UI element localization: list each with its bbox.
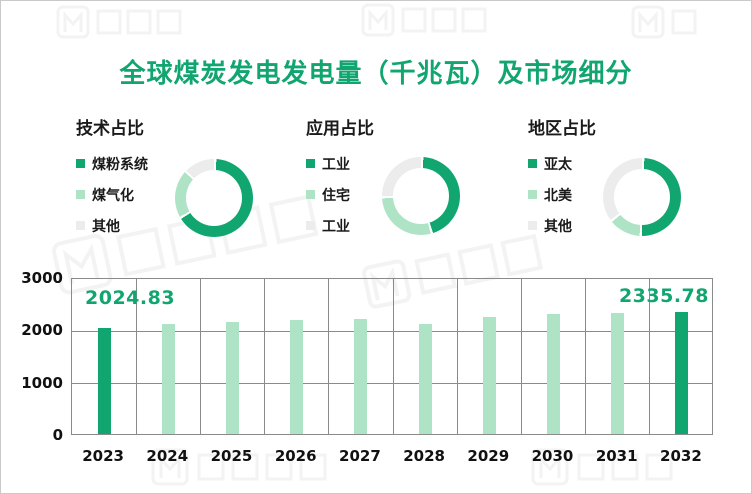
legend-swatch-icon bbox=[76, 221, 85, 230]
gridline-vertical bbox=[264, 279, 266, 434]
donut-legend-technology: 煤粉系统 煤气化 其他 bbox=[76, 155, 226, 235]
bar-2027 bbox=[354, 319, 368, 434]
donut-chart-application bbox=[382, 157, 460, 235]
donut-legend-application: 工业 住宅 工业 bbox=[306, 155, 456, 235]
legend-swatch-icon bbox=[528, 221, 537, 230]
x-tick-label-2030: 2030 bbox=[531, 447, 574, 465]
bar-2031 bbox=[611, 313, 625, 434]
legend-label: 工业 bbox=[322, 218, 350, 235]
donut-section-technology: 技术占比 煤粉系统煤气化其他 bbox=[76, 114, 226, 248]
bar-2029 bbox=[482, 316, 496, 434]
x-tick-label-2024: 2024 bbox=[146, 447, 189, 465]
legend-swatch-icon bbox=[306, 221, 315, 230]
legend-swatch-icon bbox=[306, 159, 315, 168]
watermark-logo bbox=[361, 1, 491, 43]
legend-label: 煤粉系统 bbox=[92, 156, 148, 173]
gridline-vertical bbox=[392, 279, 394, 434]
x-tick-label-2023: 2023 bbox=[82, 447, 124, 465]
donut-chart-technology bbox=[175, 159, 253, 237]
legend-item: 煤气化 bbox=[76, 186, 226, 204]
gridline-vertical bbox=[199, 279, 201, 434]
donut-heading-application: 应用占比 bbox=[306, 119, 374, 139]
legend-swatch-icon bbox=[528, 190, 537, 199]
legend-label: 住宅 bbox=[322, 187, 350, 204]
gridline-vertical bbox=[649, 279, 651, 434]
gridline-vertical bbox=[585, 279, 587, 434]
page-title: 全球煤炭发电发电量（千兆瓦）及市场细分 bbox=[119, 59, 633, 89]
legend-swatch-icon bbox=[76, 190, 85, 199]
bar-2024 bbox=[161, 323, 175, 434]
donut-section-region: 地区占比 亚太北美其他 bbox=[528, 114, 678, 248]
donut-section-application: 应用占比 工业 住宅 工业 bbox=[306, 114, 456, 248]
y-tick-label: 0 bbox=[52, 426, 63, 444]
donut-legend-region: 亚太 北美 其他 bbox=[528, 155, 678, 235]
legend-label: 亚太 bbox=[544, 156, 572, 173]
data-label-2032: 2335.78 bbox=[618, 285, 709, 307]
legend-label: 其他 bbox=[544, 218, 572, 235]
bar-2028 bbox=[418, 324, 432, 434]
plot-area bbox=[71, 278, 713, 435]
legend-swatch-icon bbox=[528, 159, 537, 168]
legend-swatch-icon bbox=[306, 190, 315, 199]
x-tick-label-2027: 2027 bbox=[339, 447, 381, 465]
bar-2026 bbox=[290, 319, 304, 434]
bar-2025 bbox=[226, 321, 239, 434]
legend-swatch-icon bbox=[76, 159, 85, 168]
y-tick-label: 1000 bbox=[21, 373, 63, 392]
y-tick-label: 3000 bbox=[21, 269, 63, 287]
legend-label: 工业 bbox=[322, 156, 350, 173]
y-tick-label: 2000 bbox=[21, 321, 63, 340]
x-tick-label-2026: 2026 bbox=[274, 447, 317, 465]
watermark-logo bbox=[631, 3, 751, 45]
bar-2032 bbox=[675, 311, 689, 434]
gridline-vertical bbox=[520, 279, 522, 434]
data-label-2023: 2024.83 bbox=[85, 287, 176, 309]
gridline-vertical bbox=[456, 279, 458, 434]
legend-label: 其他 bbox=[92, 218, 120, 235]
bar-2023 bbox=[97, 328, 111, 434]
bar-2030 bbox=[547, 314, 560, 434]
donut-heading-region: 地区占比 bbox=[528, 119, 596, 139]
watermark-logo bbox=[56, 3, 186, 45]
gridline-horizontal bbox=[72, 330, 712, 332]
gridline-vertical bbox=[135, 279, 137, 434]
x-tick-label-2028: 2028 bbox=[403, 447, 445, 465]
legend-item: 北美 bbox=[528, 186, 678, 204]
x-tick-label-2032: 2032 bbox=[660, 447, 702, 465]
donut-heading-technology: 技术占比 bbox=[76, 119, 144, 139]
legend-label: 煤气化 bbox=[92, 187, 134, 204]
legend-item: 住宅 bbox=[306, 186, 456, 204]
gridline-vertical bbox=[328, 279, 330, 434]
legend-item: 工业 bbox=[306, 155, 456, 173]
legend-item: 其他 bbox=[76, 217, 226, 235]
gridline-horizontal bbox=[72, 383, 712, 385]
donut-chart-region bbox=[603, 158, 681, 236]
legend-item: 其他 bbox=[528, 217, 678, 235]
legend-item: 工业 bbox=[306, 217, 456, 235]
x-tick-label-2031: 2031 bbox=[595, 447, 638, 465]
legend-label: 北美 bbox=[544, 187, 572, 204]
x-tick-label-2029: 2029 bbox=[467, 447, 510, 465]
x-tick-label-2025: 2025 bbox=[210, 447, 253, 465]
legend-item: 煤粉系统 bbox=[76, 155, 226, 173]
legend-item: 亚太 bbox=[528, 155, 678, 173]
